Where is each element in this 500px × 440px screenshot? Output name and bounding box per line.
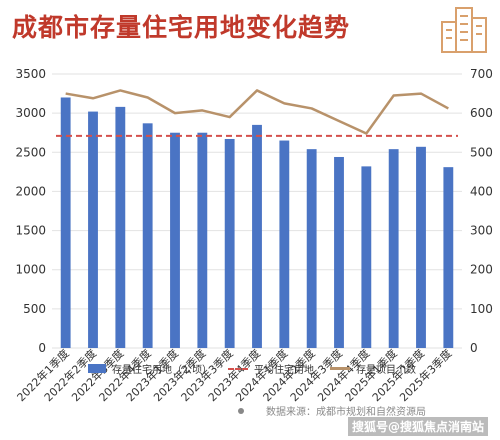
bar <box>334 156 344 348</box>
legend-label-bar: 存量住宅用地（公顷） <box>112 365 212 376</box>
legend: 存量住宅用地（公顷） 平均住宅用地 存量项目个数 <box>88 361 416 376</box>
y-tick-label: 1000 <box>15 263 46 277</box>
y2-tick-label: 300 <box>470 224 493 238</box>
bar <box>88 111 98 348</box>
y-tick-label: 3000 <box>15 106 46 120</box>
page-title: 成都市存量住宅用地变化趋势 <box>12 13 351 42</box>
legend-swatch-line <box>330 367 350 370</box>
building-logo-icon <box>441 7 487 53</box>
bar <box>416 146 426 348</box>
legend-item-average: 平均住宅用地 <box>228 361 314 376</box>
series-line-project-count <box>65 89 449 135</box>
y-tick-label: 500 <box>23 302 46 316</box>
y2-tick-label: 400 <box>470 184 493 198</box>
bar <box>443 167 454 348</box>
legend-label-average: 平均住宅用地 <box>254 365 314 376</box>
y-tick-label: 2000 <box>15 184 46 198</box>
y2-tick-label: 500 <box>470 145 493 159</box>
legend-swatch-average <box>228 367 248 370</box>
bar <box>279 140 290 348</box>
legend-item-bar: 存量住宅用地（公顷） <box>88 361 212 376</box>
legend-label-line: 存量项目个数 <box>356 365 416 376</box>
bar <box>252 124 262 348</box>
source-note: 数据来源：成都市规划和自然资源局 <box>238 403 426 418</box>
y2-tick-label: 100 <box>470 302 493 316</box>
watermark: 搜狐号@搜狐焦点消南站 <box>347 417 488 436</box>
y-tick-label: 0 <box>38 341 46 355</box>
bar <box>170 132 180 348</box>
bar <box>361 166 372 348</box>
bar <box>115 106 126 348</box>
y-tick-label: 1500 <box>15 224 46 238</box>
bar <box>60 97 71 348</box>
bullet-dot-icon <box>238 407 244 414</box>
bar <box>142 123 153 348</box>
bar <box>197 132 208 348</box>
y2-tick-label: 200 <box>470 263 493 277</box>
source-text: 数据来源：成都市规划和自然资源局 <box>266 407 426 418</box>
y2-tick-label: 600 <box>470 106 493 120</box>
y-tick-label: 2500 <box>15 145 46 159</box>
bar <box>306 149 317 348</box>
bar <box>388 149 399 348</box>
legend-swatch-bar <box>88 364 106 373</box>
bar <box>224 138 235 348</box>
legend-item-line: 存量项目个数 <box>330 361 416 376</box>
y2-tick-label: 700 <box>470 67 493 81</box>
y-tick-label: 3500 <box>15 67 46 81</box>
y2-tick-label: 0 <box>470 341 478 355</box>
